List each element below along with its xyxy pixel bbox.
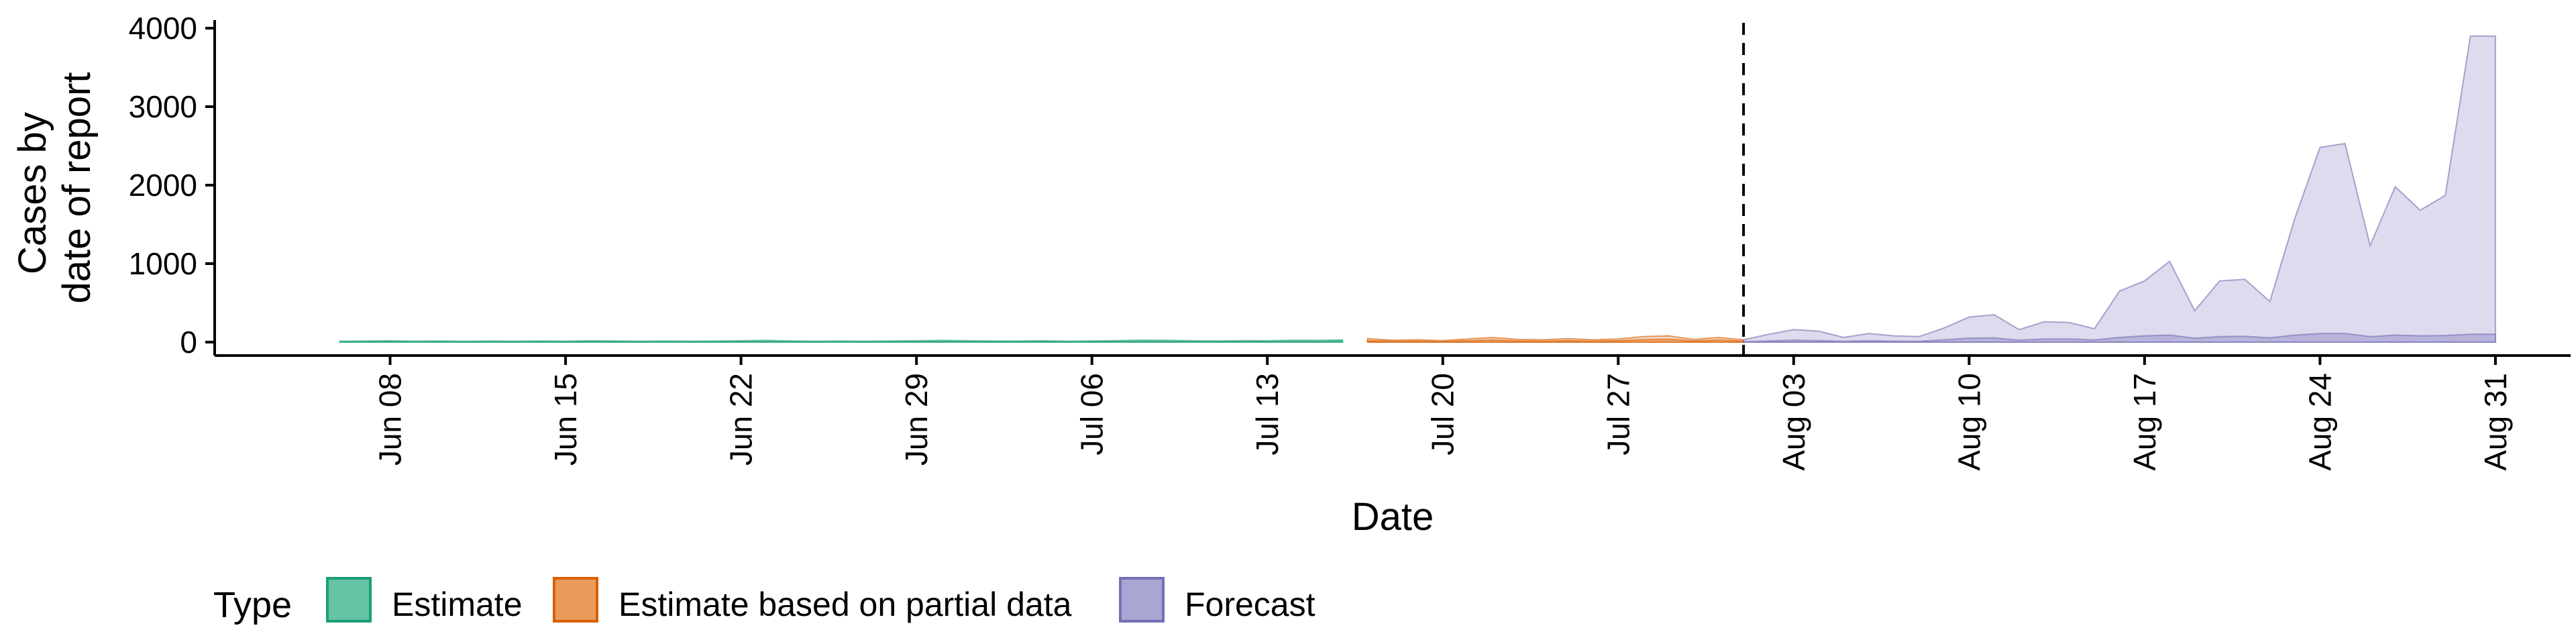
y-tick-label: 2000 [129,168,197,203]
x-tick-label: Jun 29 [899,373,934,466]
x-axis-ticks: Jun 08 Jun 15 Jun 22 Jun 29 Jul 06 Jul 13 Jul … [373,356,2513,471]
y-axis-ticks: 0 1000 2000 3000 4000 [129,11,215,360]
forecast-outer-band [1743,35,2496,343]
x-axis-title: Date [1352,495,1434,539]
y-tick-label: 0 [180,325,197,360]
x-tick-label: Jul 20 [1426,373,1460,455]
y-axis-title: Cases by date of report [11,72,99,304]
y-tick-label: 3000 [129,89,197,124]
legend-key-estimate [326,577,372,623]
y-tick-label: 4000 [129,11,197,46]
y-axis-title-line-2: date of report [55,72,99,304]
x-tick-label: Aug 10 [1951,373,1986,471]
legend-label-estimate-based-on-partial-data: Estimate based on partial data [619,586,1072,623]
x-tick-label: Aug 24 [2302,373,2337,471]
legend-label-estimate: Estimate [392,586,523,623]
series-bands [339,35,2496,343]
x-tick-label: Aug 31 [2478,373,2513,471]
estimate-inner-band [339,340,1344,343]
legend: Type Estimate Estimate based on partial d… [213,577,1316,625]
legend-key-forecast [1119,577,1165,623]
x-tick-label: Aug 17 [2127,373,2162,471]
x-tick-label: Jun 22 [724,373,759,466]
y-tick-label: 1000 [129,246,197,281]
legend-items: Estimate Estimate based on partial data Fo… [326,577,1316,623]
x-tick-label: Jul 27 [1601,373,1635,455]
x-tick-label: Jun 08 [373,373,408,466]
legend-key-estimate-based-on-partial-data [553,577,598,623]
x-tick-label: Jul 06 [1075,373,1110,455]
forecast-inner-band [1743,333,2496,343]
x-tick-label: Jul 13 [1250,373,1285,455]
legend-label-forecast: Forecast [1185,586,1316,623]
legend-title: Type [213,585,292,625]
x-tick-label: Jun 15 [548,373,583,466]
y-axis-title-line-1: Cases by [11,112,54,274]
x-tick-label: Aug 03 [1776,373,1811,471]
